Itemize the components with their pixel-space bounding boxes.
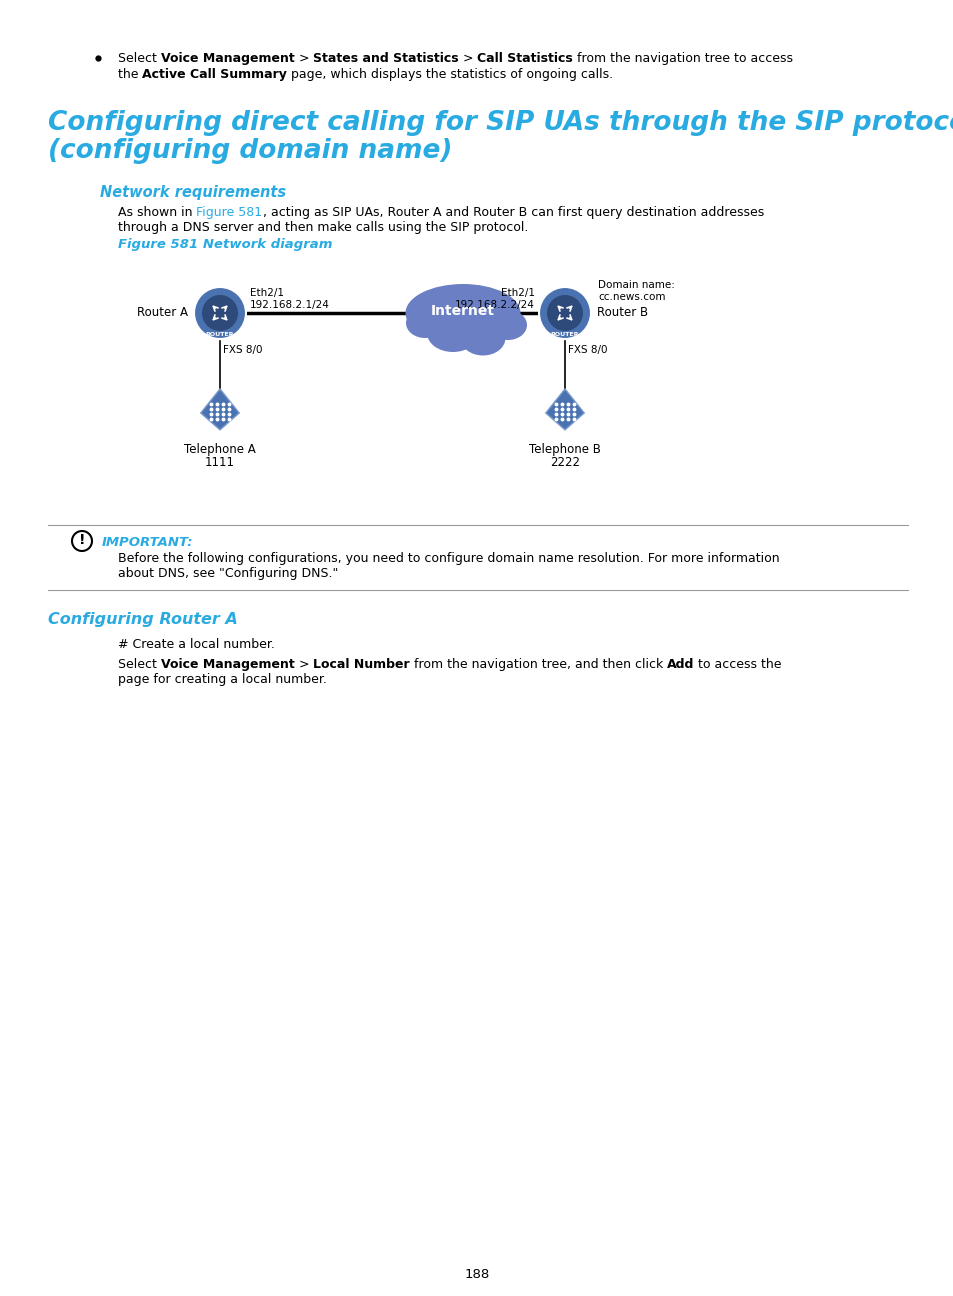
Text: >: > — [458, 52, 476, 65]
Circle shape — [202, 295, 237, 330]
Text: , acting as SIP UAs, Router A and Router B can first query destination addresses: , acting as SIP UAs, Router A and Router… — [262, 206, 763, 219]
Text: Before the following configurations, you need to configure domain name resolutio: Before the following configurations, you… — [118, 552, 779, 565]
Text: 192.168.2.1/24: 192.168.2.1/24 — [250, 299, 330, 310]
Text: Active Call Summary: Active Call Summary — [142, 67, 287, 80]
Text: IMPORTANT:: IMPORTANT: — [102, 537, 193, 550]
Text: FXS 8/0: FXS 8/0 — [567, 345, 607, 355]
Ellipse shape — [405, 284, 520, 342]
Text: Local Number: Local Number — [313, 658, 410, 671]
Text: States and Statistics: States and Statistics — [313, 52, 458, 65]
Text: Network requirements: Network requirements — [100, 185, 286, 200]
Ellipse shape — [427, 314, 478, 353]
Text: Router A: Router A — [137, 306, 188, 320]
Text: cc.news.com: cc.news.com — [598, 292, 665, 302]
Text: Telephone B: Telephone B — [529, 443, 600, 456]
Ellipse shape — [406, 308, 443, 338]
Text: Internet: Internet — [431, 305, 495, 318]
Text: Configuring direct calling for SIP UAs through the SIP protocol: Configuring direct calling for SIP UAs t… — [48, 110, 953, 136]
Polygon shape — [545, 389, 583, 430]
Text: about DNS, see "Configuring DNS.": about DNS, see "Configuring DNS." — [118, 568, 338, 581]
Text: >: > — [294, 658, 313, 671]
Polygon shape — [200, 389, 239, 430]
Text: page, which displays the statistics of ongoing calls.: page, which displays the statistics of o… — [287, 67, 613, 80]
Text: FXS 8/0: FXS 8/0 — [223, 345, 262, 355]
Circle shape — [546, 295, 582, 330]
Text: Eth2/1: Eth2/1 — [500, 288, 535, 298]
Ellipse shape — [460, 320, 505, 355]
Text: Figure 581: Figure 581 — [196, 206, 262, 219]
Text: Voice Management: Voice Management — [161, 658, 294, 671]
Text: to access the: to access the — [694, 658, 781, 671]
Text: 1111: 1111 — [205, 456, 234, 469]
Text: Voice Management: Voice Management — [161, 52, 294, 65]
Text: !: ! — [79, 533, 85, 547]
Text: 188: 188 — [464, 1267, 489, 1280]
Text: Call Statistics: Call Statistics — [476, 52, 573, 65]
Text: 2222: 2222 — [550, 456, 579, 469]
Ellipse shape — [489, 310, 526, 340]
Text: (configuring domain name): (configuring domain name) — [48, 137, 452, 165]
Text: Figure 581 Network diagram: Figure 581 Network diagram — [118, 238, 333, 251]
Text: Select: Select — [118, 52, 161, 65]
Text: Telephone A: Telephone A — [184, 443, 255, 456]
Circle shape — [71, 531, 91, 551]
Text: 192.168.2.2/24: 192.168.2.2/24 — [455, 299, 535, 310]
Text: Router B: Router B — [597, 306, 647, 320]
Text: # Create a local number.: # Create a local number. — [118, 638, 274, 651]
Text: >: > — [294, 52, 313, 65]
Text: through a DNS server and then make calls using the SIP protocol.: through a DNS server and then make calls… — [118, 222, 528, 235]
Text: ROUTER: ROUTER — [550, 332, 578, 337]
Text: Add: Add — [666, 658, 694, 671]
Text: ROUTER: ROUTER — [206, 332, 234, 337]
Text: page for creating a local number.: page for creating a local number. — [118, 673, 327, 686]
Text: Select: Select — [118, 658, 161, 671]
Text: Domain name:: Domain name: — [598, 280, 674, 290]
Circle shape — [538, 286, 590, 340]
Text: from the navigation tree, and then click: from the navigation tree, and then click — [410, 658, 666, 671]
Text: Configuring Router A: Configuring Router A — [48, 612, 237, 627]
Circle shape — [193, 286, 246, 340]
Text: As shown in: As shown in — [118, 206, 196, 219]
Text: from the navigation tree to access: from the navigation tree to access — [573, 52, 792, 65]
Text: Eth2/1: Eth2/1 — [250, 288, 284, 298]
Text: the: the — [118, 67, 142, 80]
